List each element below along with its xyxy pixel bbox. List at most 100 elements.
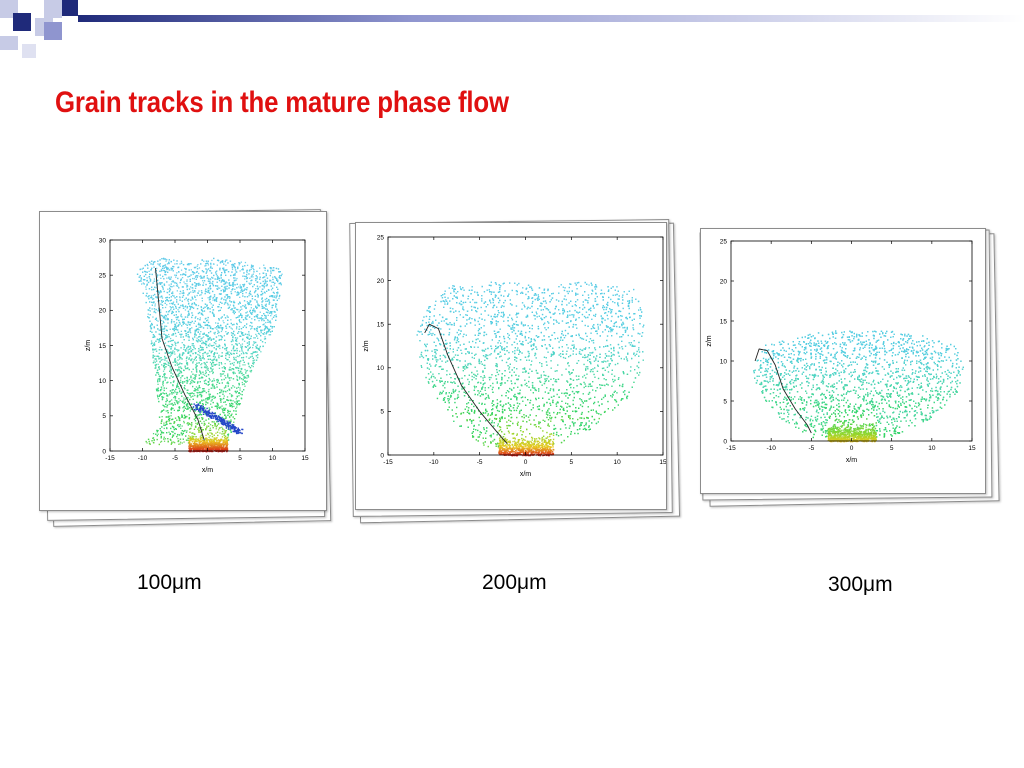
scatter-point xyxy=(189,354,191,356)
scatter-point xyxy=(189,330,191,332)
scatter-point xyxy=(224,269,226,271)
scatter-point xyxy=(141,283,143,285)
scatter-point xyxy=(266,290,268,292)
scatter-point xyxy=(201,391,203,394)
scatter-point xyxy=(225,264,227,266)
scatter-point xyxy=(229,389,231,391)
scatter-point xyxy=(221,272,223,274)
scatter-point xyxy=(221,382,223,384)
scatter-point xyxy=(239,302,241,304)
scatter-point xyxy=(248,342,250,344)
scatter-point xyxy=(176,375,179,378)
scatter-point xyxy=(216,424,218,427)
scatter-point xyxy=(242,332,244,334)
header-band xyxy=(78,15,1024,22)
scatter-point xyxy=(263,287,265,289)
scatter-point xyxy=(232,288,234,290)
scatter-point xyxy=(191,306,194,308)
scatter-point xyxy=(154,358,156,360)
scatter-point xyxy=(169,340,171,342)
scatter-point xyxy=(230,399,232,402)
scatter-point xyxy=(241,378,243,380)
scatter-point xyxy=(164,424,166,427)
scatter-point xyxy=(184,385,186,387)
scatter-point xyxy=(188,331,190,333)
scatter-point xyxy=(250,328,252,330)
scatter-point xyxy=(275,314,277,316)
scatter-point xyxy=(181,416,183,418)
scatter-point xyxy=(166,404,169,406)
scatter-point xyxy=(208,383,210,385)
scatter-point xyxy=(163,328,165,330)
scatter-point xyxy=(164,377,166,379)
scatter-point xyxy=(276,292,278,294)
scatter-point xyxy=(189,383,191,385)
scatter-point xyxy=(201,339,203,342)
scatter-point xyxy=(197,389,199,391)
scatter-point xyxy=(168,262,170,265)
scatter-point xyxy=(189,346,191,348)
scatter-point xyxy=(248,357,250,359)
scatter-point xyxy=(172,292,174,295)
scatter-point xyxy=(216,264,218,266)
scatter-point xyxy=(177,342,179,344)
scatter-point xyxy=(188,312,190,314)
scatter-point xyxy=(160,319,163,322)
scatter-point xyxy=(156,296,158,298)
scatter-point xyxy=(207,268,210,270)
scatter-point xyxy=(149,310,151,312)
scatter-point xyxy=(215,345,218,347)
scatter-point xyxy=(242,364,244,366)
scatter-point xyxy=(224,302,226,304)
scatter-point xyxy=(153,344,156,346)
scatter-point xyxy=(163,327,166,329)
scatter-point xyxy=(159,340,161,342)
scatter-point xyxy=(250,369,253,372)
scatter-point xyxy=(201,376,203,378)
scatter-point xyxy=(192,352,194,355)
scatter-point xyxy=(262,285,264,287)
scatter-point xyxy=(211,350,213,352)
scatter-point xyxy=(163,270,166,272)
scatter-point xyxy=(216,358,218,361)
scatter-point xyxy=(216,288,219,290)
scatter-point xyxy=(159,329,162,331)
scatter-point xyxy=(180,381,182,383)
scatter-point xyxy=(212,296,215,299)
scatter-point xyxy=(256,301,258,303)
scatter-point xyxy=(202,371,204,373)
scatter-point xyxy=(194,331,196,333)
scatter-point xyxy=(278,297,280,300)
scatter-point xyxy=(263,291,266,293)
scatter-point xyxy=(175,282,178,284)
scatter-point xyxy=(200,434,202,436)
decor-square xyxy=(62,0,78,16)
scatter-point xyxy=(243,289,245,291)
scatter-point xyxy=(194,357,196,359)
scatter-point xyxy=(198,282,200,285)
scatter-point xyxy=(176,362,178,364)
scatter-point xyxy=(207,358,210,360)
scatter-point xyxy=(220,293,222,295)
scatter-point xyxy=(140,278,143,280)
scatter-point xyxy=(230,377,232,379)
scatter-point xyxy=(195,417,197,419)
scatter-point xyxy=(229,300,231,302)
scatter-point xyxy=(204,292,206,295)
scatter-point xyxy=(220,362,222,364)
scatter-point xyxy=(212,313,214,315)
scatter-point xyxy=(268,328,270,330)
scatter-point xyxy=(232,416,234,418)
photo-card-front xyxy=(39,211,327,511)
scatter-point xyxy=(167,271,169,273)
scatter-point xyxy=(198,348,200,350)
scatter-point xyxy=(172,281,174,283)
scatter-point xyxy=(182,264,185,266)
scatter-point xyxy=(210,364,213,366)
scatter-point xyxy=(171,312,173,314)
scatter-point xyxy=(142,267,144,269)
scatter-point xyxy=(266,280,268,282)
scatter-point xyxy=(190,392,192,395)
scatter-point xyxy=(168,284,170,286)
scatter-point xyxy=(209,326,212,328)
